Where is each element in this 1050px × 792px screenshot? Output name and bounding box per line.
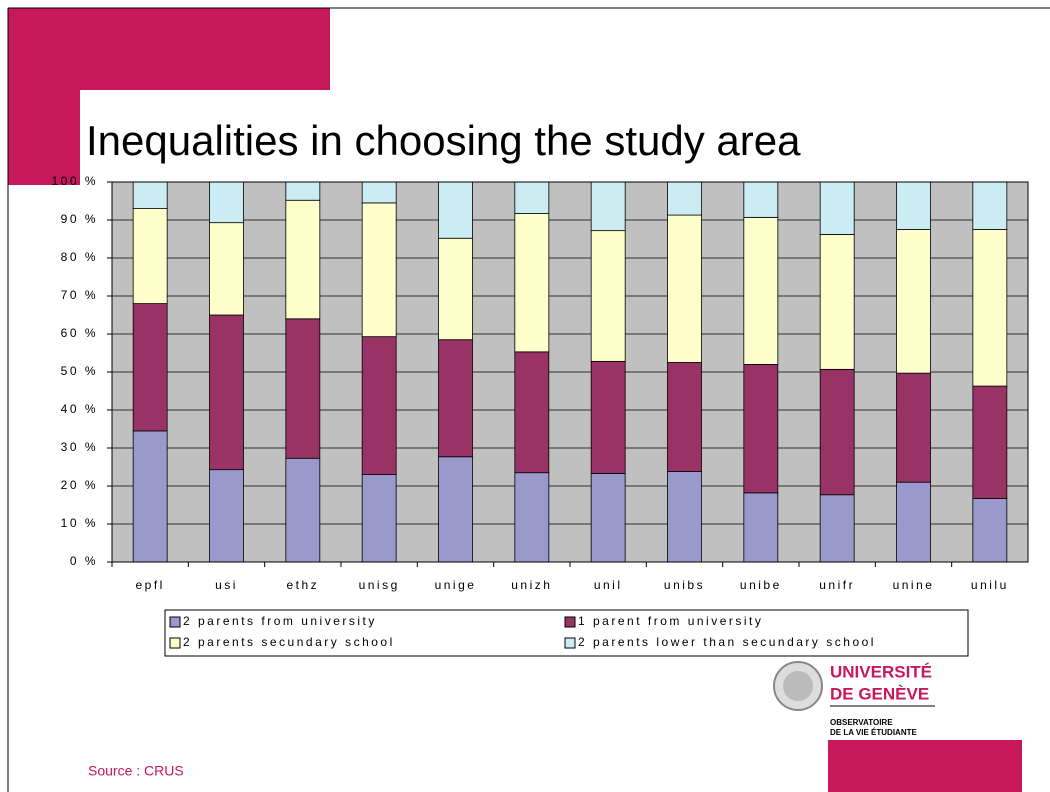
y-tick-label: 0 % [70,554,98,568]
bar-segment [438,456,473,563]
bar-segment [590,473,626,563]
x-tick-label: unine [893,578,935,592]
bar-segment [514,181,550,214]
y-tick-label: 50 % [61,364,98,378]
logo-text: DE GENÈVE [830,684,929,703]
bar-segment [896,229,931,374]
y-tick-label: 20 % [61,478,98,492]
bar-segment [285,181,321,201]
x-tick-label: unifr [819,578,855,592]
x-tick-label: epfl [135,578,164,592]
bar-segment [438,181,473,239]
x-tick-label: unige [435,578,477,592]
logo: UNIVERSITÉ DE GENÈVE OBSERVATOIRE DE LA … [773,661,935,737]
bar-segment [590,360,626,474]
accent-bottom [828,740,1022,792]
bar-segment [438,237,473,341]
logo-text: UNIVERSITÉ [830,662,932,681]
bar-segment [285,199,321,320]
bar-segment [361,474,397,563]
x-tick-label: unibs [664,578,705,592]
bar-segment [361,202,397,338]
y-tick-label: 30 % [61,440,98,454]
bar-segment [896,481,931,563]
y-tick-label: 100 % [51,174,98,188]
bar-segment [361,336,397,476]
bar-segment [743,492,779,563]
bar-segment [209,314,244,471]
bar-segment [209,222,244,316]
x-tick-label: ethz [286,578,319,592]
bar-segment [132,208,168,305]
accent-block [8,8,330,90]
bar-segment [361,181,397,204]
source: Source : CRUS [88,763,184,779]
bar-segment [590,230,626,362]
bar-segment [972,229,1008,387]
bar-segment [819,368,855,496]
bar-segment [972,181,1008,230]
bar-segment [590,181,626,232]
bar-segment [209,469,244,563]
bar-segment [667,471,702,563]
bar-segment [285,318,321,459]
legend-label: 2 parents from university [183,614,377,628]
legend-swatch [564,616,576,628]
bar-segment [667,181,702,216]
bar-segment [743,216,779,365]
y-tick-label: 60 % [61,326,98,340]
bar-segment [743,363,779,494]
bar-segment [819,181,855,235]
bar-segment [132,181,168,210]
bar-segment [438,339,473,458]
bar-segment [209,181,244,224]
bar-segment [896,181,931,230]
y-tick-label: 90 % [61,212,98,226]
accent-strip [8,90,80,185]
bar-segment [743,181,779,218]
logo-text: OBSERVATOIRE [830,718,893,727]
bar-segment [972,498,1008,563]
legend-swatch [169,616,181,628]
bar-segment [132,430,168,563]
bar-segment [514,472,550,563]
bar-segment [285,457,321,563]
legend-swatch [169,637,181,649]
bar-segment [972,385,1008,499]
y-tick-label: 10 % [61,516,98,530]
legend-swatch [564,637,576,649]
x-tick-label: unisg [359,578,400,592]
x-tick-label: unilu [971,578,1009,592]
x-tick-label: unil [594,578,623,592]
bar-segment [667,362,702,472]
y-tick-label: 80 % [61,250,98,264]
bar-segment [514,213,550,353]
y-tick-label: 40 % [61,402,98,416]
legend-label: 1 parent from university [578,614,763,628]
chart-title: Inequalities in choosing the study area [86,117,801,164]
x-tick-label: unibe [740,578,782,592]
x-tick-label: unizh [511,578,552,592]
legend-label: 2 parents lower than secundary school [578,635,876,649]
x-tick-label: usi [215,578,238,592]
bar-segment [132,303,168,432]
plot-border [111,181,1029,563]
y-tick-label: 70 % [61,288,98,302]
bar-segment [896,372,931,483]
seal-inner [783,671,813,701]
logo-text: DE LA VIE ÉTUDIANTE [830,728,917,737]
bar-segment [514,351,550,474]
legend-label: 2 parents secundary school [183,635,395,649]
bar-segment [667,214,702,363]
bar-segment [819,494,855,563]
bar-segment [819,234,855,370]
